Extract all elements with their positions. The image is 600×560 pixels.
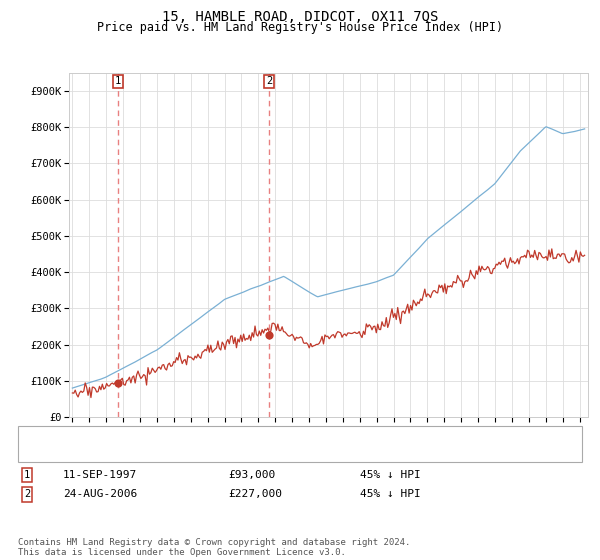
Text: 11-SEP-1997: 11-SEP-1997	[63, 470, 137, 480]
Text: HPI: Average price, detached house, South Oxfordshire: HPI: Average price, detached house, Sout…	[69, 449, 400, 459]
Text: 1: 1	[24, 470, 30, 480]
Text: 2: 2	[266, 76, 272, 86]
Point	[265, 330, 274, 339]
Text: £93,000: £93,000	[228, 470, 275, 480]
Text: 45% ↓ HPI: 45% ↓ HPI	[360, 489, 421, 500]
Text: Price paid vs. HM Land Registry's House Price Index (HPI): Price paid vs. HM Land Registry's House …	[97, 21, 503, 34]
Point	[113, 379, 123, 388]
Text: 1: 1	[115, 76, 121, 86]
Text: Contains HM Land Registry data © Crown copyright and database right 2024.
This d: Contains HM Land Registry data © Crown c…	[18, 538, 410, 557]
Text: 45% ↓ HPI: 45% ↓ HPI	[360, 470, 421, 480]
Text: 15, HAMBLE ROAD, DIDCOT, OX11 7QS: 15, HAMBLE ROAD, DIDCOT, OX11 7QS	[162, 10, 438, 24]
Text: ——: ——	[33, 447, 48, 460]
Text: 15, HAMBLE ROAD, DIDCOT, OX11 7QS (detached house): 15, HAMBLE ROAD, DIDCOT, OX11 7QS (detac…	[69, 439, 382, 449]
Text: ——: ——	[33, 437, 48, 451]
Text: 24-AUG-2006: 24-AUG-2006	[63, 489, 137, 500]
Text: 2: 2	[24, 489, 30, 500]
Text: £227,000: £227,000	[228, 489, 282, 500]
